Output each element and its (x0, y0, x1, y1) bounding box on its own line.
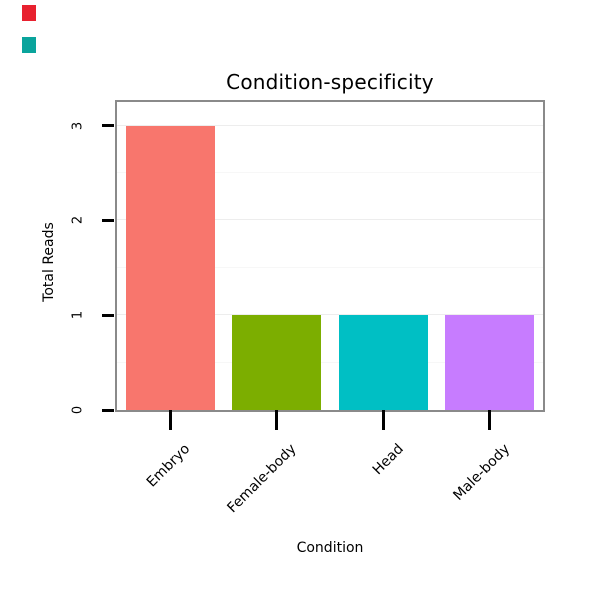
y-tick-label: 0 (70, 405, 86, 415)
gridline (117, 314, 543, 316)
chart-title: Condition-specificity (226, 70, 434, 94)
gridline (117, 361, 543, 363)
x-tick-label: Female-body (224, 441, 301, 517)
bar-embryo (125, 125, 215, 410)
x-tick (275, 410, 279, 430)
y-tick (102, 408, 114, 412)
x-tick-label: Embryo (144, 441, 194, 491)
y-axis-title: Total Reads (41, 222, 57, 302)
y-tick (102, 218, 114, 222)
y-tick (102, 313, 114, 317)
y-tick-label: 2 (70, 216, 86, 225)
corner-marker-red (22, 5, 36, 21)
gridline (117, 172, 543, 174)
x-tick (168, 410, 172, 430)
x-tick-label: Head (369, 441, 407, 479)
bar-head (338, 315, 428, 410)
y-tick-label: 1 (70, 311, 86, 320)
bar-male-body (445, 315, 535, 410)
bar-female-body (232, 315, 322, 410)
x-axis-title: Condition (296, 540, 364, 556)
plot-panel (115, 100, 545, 412)
x-tick (381, 410, 385, 430)
gridline (117, 266, 543, 268)
corner-marker-teal (22, 37, 36, 53)
y-tick (102, 124, 114, 128)
x-tick-label: Male-body (450, 441, 514, 504)
gridline (117, 219, 543, 221)
x-tick (488, 410, 492, 430)
gridline (117, 124, 543, 126)
y-tick-label: 3 (70, 121, 86, 130)
